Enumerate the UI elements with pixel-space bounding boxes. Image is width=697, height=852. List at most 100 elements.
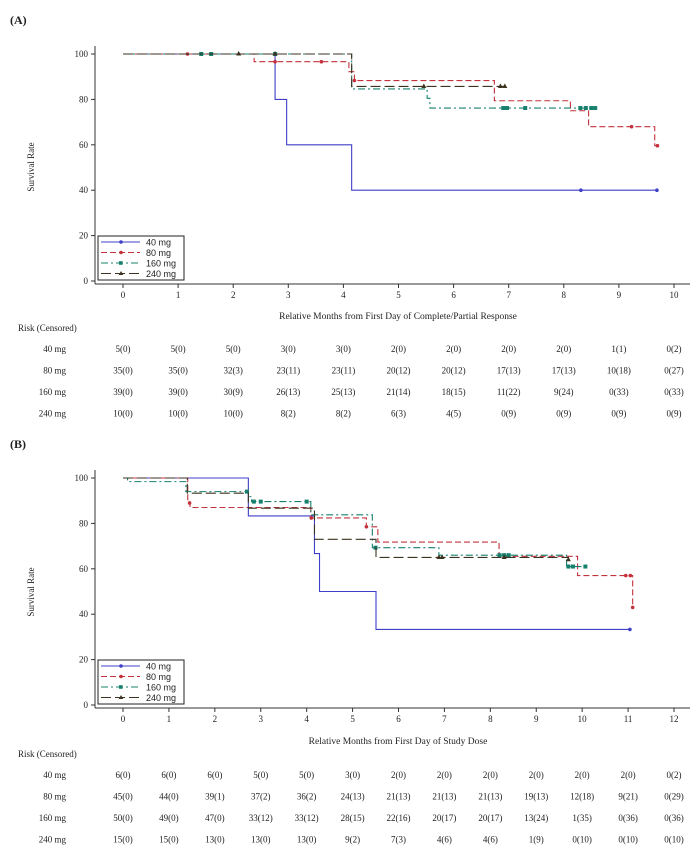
x-tick-label: 7 xyxy=(442,714,447,724)
x-tick-label: 1 xyxy=(167,714,172,724)
risk-row-label: 80 mg xyxy=(43,792,66,802)
risk-cell: 0(2) xyxy=(667,770,682,780)
legend-label: 40 mg xyxy=(146,238,171,248)
censor-mark xyxy=(436,554,442,559)
censor-mark xyxy=(352,78,357,83)
censor-mark xyxy=(272,51,278,56)
legend-marker xyxy=(119,240,123,244)
risk-cell: 0(10) xyxy=(618,835,638,845)
x-tick-label: 5 xyxy=(396,290,401,300)
risk-cell: 33(12) xyxy=(295,813,319,823)
risk-cell: 2(0) xyxy=(501,344,516,354)
censor-mark xyxy=(579,188,583,192)
censor-mark xyxy=(623,573,628,578)
risk-cell: 0(9) xyxy=(611,409,626,419)
risk-cell: 0(33) xyxy=(664,387,684,397)
risk-cell: 12(18) xyxy=(570,792,594,802)
risk-cell: 6(3) xyxy=(391,409,406,419)
censor-mark xyxy=(497,83,503,88)
risk-table-title: Risk (Censored) xyxy=(18,323,77,333)
risk-cell: 5(0) xyxy=(299,770,314,780)
risk-cell: 5(0) xyxy=(116,344,131,354)
series-240-mg xyxy=(123,477,571,562)
risk-cell: 23(11) xyxy=(332,366,356,376)
panel-a-risk-table: Risk (Censored) 40 mg 5(0) 5(0) 5(0) 3(0) 3(0)… xyxy=(18,323,684,419)
panel-a-label: (A) xyxy=(10,13,27,27)
censor-mark xyxy=(655,143,660,148)
legend-label: 240 mg xyxy=(146,269,176,279)
risk-cell: 17(13) xyxy=(497,366,521,376)
x-tick-label: 3 xyxy=(259,714,264,724)
legend-label: 80 mg xyxy=(146,248,171,258)
risk-cell: 0(36) xyxy=(618,813,638,823)
censor-mark xyxy=(506,553,511,558)
y-tick-label: 100 xyxy=(75,49,89,59)
risk-row-label: 240 mg xyxy=(39,835,67,845)
risk-cell: 1(1) xyxy=(611,344,626,354)
survival-curve-160-mg xyxy=(123,477,586,568)
panel-a-ylabel: Survival Rate xyxy=(26,142,36,191)
risk-cell: 18(15) xyxy=(442,387,466,397)
x-tick-label: 0 xyxy=(121,714,126,724)
risk-cell: 2(0) xyxy=(446,344,461,354)
legend-label: 160 mg xyxy=(146,259,176,269)
risk-cell: 32(3) xyxy=(223,366,243,376)
x-tick-label: 12 xyxy=(670,714,679,724)
censor-mark xyxy=(364,525,369,529)
risk-cell: 2(0) xyxy=(575,770,590,780)
censor-mark xyxy=(502,83,508,88)
x-tick-label: 5 xyxy=(350,714,355,724)
risk-cell: 0(9) xyxy=(501,409,516,419)
risk-cell: 15(0) xyxy=(113,835,133,845)
risk-cell: 15(0) xyxy=(159,835,179,845)
y-tick-label: 80 xyxy=(79,518,89,528)
risk-cell: 39(0) xyxy=(113,387,133,397)
risk-cell: 10(0) xyxy=(168,409,188,419)
risk-cell: 33(12) xyxy=(249,813,273,823)
risk-cell: 10(0) xyxy=(113,409,133,419)
censor-mark xyxy=(505,106,510,111)
risk-cell: 2(0) xyxy=(437,770,452,780)
risk-cell: 2(0) xyxy=(483,770,498,780)
legend-label: 240 mg xyxy=(146,693,176,703)
risk-cell: 13(0) xyxy=(251,835,271,845)
censor-mark xyxy=(629,124,634,129)
censor-mark xyxy=(244,489,249,494)
panel-b-ylabel: Survival Rate xyxy=(26,567,36,616)
risk-cell: 4(6) xyxy=(437,835,452,845)
censor-mark xyxy=(630,605,635,610)
risk-cell: 30(9) xyxy=(223,387,243,397)
risk-cell: 2(0) xyxy=(556,344,571,354)
risk-row-label: 40 mg xyxy=(43,344,66,354)
panel-a-xlabel: Relative Months from First Day of Comple… xyxy=(279,311,517,322)
x-tick-label: 2 xyxy=(231,290,236,300)
risk-cell: 0(29) xyxy=(664,792,684,802)
censor-mark xyxy=(578,106,583,111)
survival-curve-80-mg xyxy=(123,477,634,608)
risk-cell: 19(13) xyxy=(524,792,548,802)
risk-cell: 26(13) xyxy=(276,387,300,397)
censor-mark xyxy=(236,51,242,56)
censor-mark xyxy=(565,556,571,562)
series-80-mg xyxy=(123,477,635,610)
legend-label: 80 mg xyxy=(146,672,171,682)
risk-row-label: 80 mg xyxy=(43,366,66,376)
risk-cell: 0(9) xyxy=(556,409,571,419)
censor-mark xyxy=(187,501,192,505)
survival-curve-240-mg xyxy=(123,477,569,560)
risk-cell: 0(33) xyxy=(609,387,629,397)
risk-cell: 2(0) xyxy=(529,770,544,780)
censor-mark xyxy=(628,627,632,632)
series-40-mg xyxy=(123,477,632,632)
risk-cell: 47(0) xyxy=(205,813,225,823)
survival-curve-80-mg xyxy=(123,53,658,147)
risk-cell: 21(13) xyxy=(432,792,456,802)
x-tick-label: 6 xyxy=(396,714,401,724)
censor-mark xyxy=(319,59,324,64)
risk-cell: 37(2) xyxy=(251,792,271,802)
risk-cell: 1(9) xyxy=(529,835,544,845)
risk-cell: 23(11) xyxy=(276,366,300,376)
risk-cell: 0(27) xyxy=(664,366,684,376)
